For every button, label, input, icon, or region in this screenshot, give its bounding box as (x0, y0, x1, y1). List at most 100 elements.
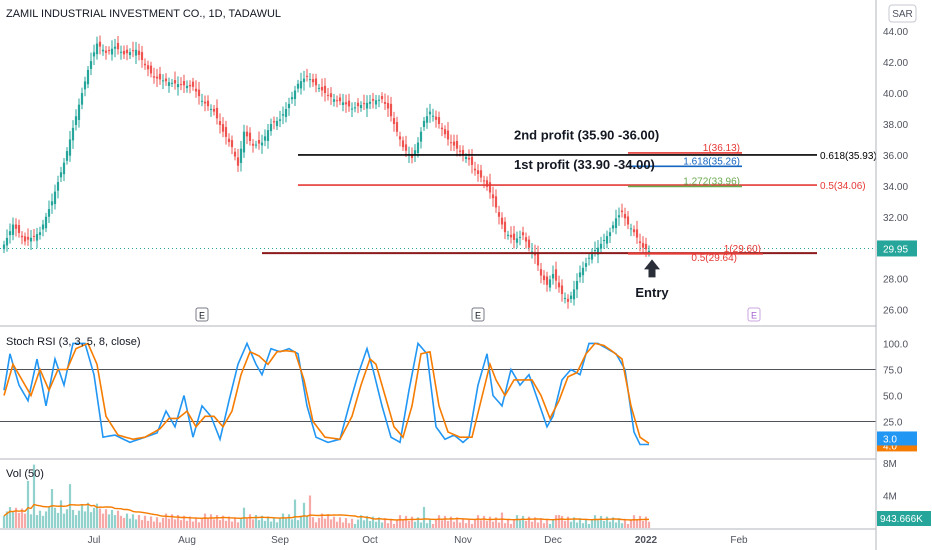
volume-bar (422, 506, 426, 528)
volume-bar (395, 519, 399, 528)
candle-body (473, 168, 477, 171)
candle-body (401, 140, 405, 148)
volume-bar (191, 521, 195, 528)
candle-body (437, 117, 441, 124)
currency-button-bg[interactable] (888, 4, 917, 23)
candle-body (464, 156, 468, 160)
volume-bar (524, 521, 528, 528)
candle-body (71, 127, 75, 141)
candle-body (278, 119, 282, 121)
last-price-badge (877, 240, 917, 257)
volume-bar (266, 516, 270, 528)
candle-body (629, 228, 633, 230)
candle-body (83, 81, 87, 90)
volume-bar (530, 521, 534, 528)
candle-body (539, 269, 543, 276)
currency-button[interactable]: SAR (892, 9, 913, 20)
candle-body (377, 99, 381, 101)
candle-body (179, 84, 183, 86)
volume-bar (2, 515, 6, 528)
volume-bar (590, 519, 594, 528)
volume-bar (338, 517, 342, 528)
volume-bar (170, 514, 174, 528)
candle-body (266, 130, 270, 141)
candle-body (191, 81, 195, 87)
last-price-label: 29.95 (883, 244, 908, 255)
time-tick-label: Dec (544, 535, 562, 546)
candle-body (47, 209, 51, 217)
volume-bar (482, 515, 486, 528)
earnings-marker-icon[interactable] (195, 307, 209, 322)
volume-bar (485, 521, 489, 528)
volume-bar (65, 509, 69, 528)
volume-bar (101, 513, 105, 528)
volume-bar (593, 515, 597, 528)
candle-body (107, 50, 111, 52)
candle-body (392, 118, 396, 124)
candle-body (362, 103, 366, 105)
earnings-marker-icon[interactable] (471, 307, 485, 322)
candle-body (452, 141, 456, 146)
candle-body (554, 269, 558, 281)
candle-body (599, 243, 603, 249)
volume-bar (374, 521, 378, 528)
volume-bar (380, 522, 384, 528)
candle-body (422, 120, 426, 128)
volume-bar (248, 514, 252, 528)
rsi-tick-label: 50.0 (883, 392, 903, 403)
candle-body (143, 63, 147, 66)
candle-body (203, 101, 207, 104)
volume-bar (239, 517, 243, 528)
candle-body (218, 121, 222, 126)
volume-bar (287, 514, 291, 528)
volume-bar (134, 519, 138, 528)
earnings-marker-icon[interactable] (747, 307, 761, 322)
volume-bar (536, 522, 540, 528)
volume-bar (362, 520, 366, 528)
volume-bar (197, 522, 201, 528)
candle-body (263, 136, 267, 141)
volume-bar (68, 484, 72, 528)
horizontal-line-label: 0.618(35.93) (820, 151, 877, 162)
volume-bar (404, 515, 408, 528)
candle-body (503, 221, 507, 233)
candle-body (326, 94, 330, 96)
candle-body (494, 196, 498, 208)
candle-body (44, 216, 48, 229)
price-tick-label: 44.00 (883, 27, 908, 38)
candle-body (74, 116, 78, 126)
volume-bar (503, 523, 507, 528)
candle-body (8, 231, 12, 236)
stoch-rsi-pane (0, 341, 876, 446)
volume-bar (527, 516, 531, 528)
candle-body (557, 282, 561, 288)
candle-body (329, 93, 333, 98)
candle-body (50, 201, 54, 206)
candle-body (368, 101, 372, 104)
candle-body (617, 215, 621, 218)
volume-bar (581, 523, 585, 528)
candle-body (647, 250, 651, 253)
volume-bar (533, 517, 537, 528)
volume-bar (467, 518, 471, 528)
volume-bar (446, 521, 450, 528)
candle-body (140, 52, 144, 61)
candle-body (425, 116, 429, 123)
volume-bar (632, 515, 636, 528)
candle-body (455, 140, 459, 149)
volume-bar (629, 519, 633, 528)
price-tick-label: 38.00 (883, 120, 908, 131)
candle-body (41, 224, 45, 230)
candle-body (101, 49, 105, 52)
volume-bar (200, 517, 204, 528)
candle-body (443, 129, 447, 135)
volume-bar (626, 523, 630, 528)
time-tick-label: Nov (454, 535, 472, 546)
volume-bar (17, 512, 21, 528)
candle-body (545, 276, 549, 285)
time-tick-label: Sep (271, 535, 289, 546)
candle-body (374, 100, 378, 105)
